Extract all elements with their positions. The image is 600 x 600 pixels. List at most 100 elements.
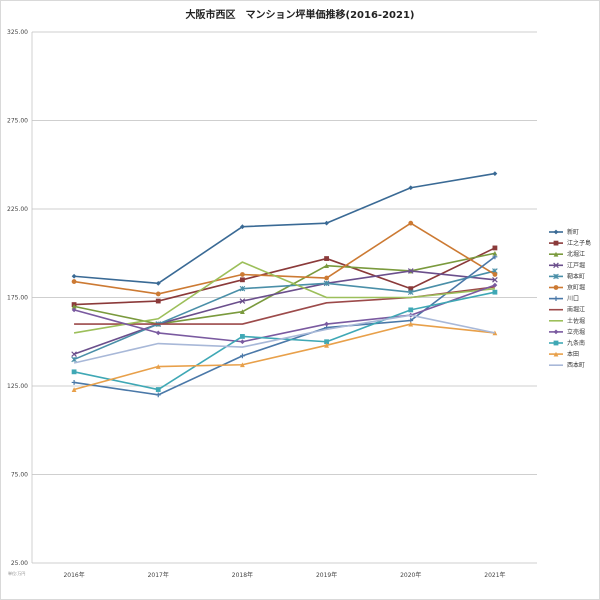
data-point <box>324 256 329 261</box>
data-point <box>553 329 559 335</box>
data-point <box>408 220 414 226</box>
data-point <box>240 272 245 277</box>
data-point <box>239 285 246 292</box>
data-point <box>492 289 498 295</box>
data-point <box>553 351 559 357</box>
legend-item: 新町 <box>549 228 579 236</box>
legend-item: 立売堀 <box>549 328 585 336</box>
series-layer <box>71 171 498 398</box>
data-point <box>553 285 559 290</box>
x-tick-label: 2016年 <box>63 571 84 579</box>
data-point <box>492 254 498 260</box>
data-point <box>240 224 245 230</box>
data-point <box>71 356 77 363</box>
data-point <box>408 321 414 327</box>
data-point <box>408 185 414 191</box>
data-point <box>553 229 559 235</box>
data-point <box>155 387 161 392</box>
legend-item: 江戸堀 <box>549 261 585 269</box>
x-tick-label: 2018年 <box>232 571 253 579</box>
y-tick-label: 125.00 <box>7 383 28 390</box>
data-point <box>407 289 414 295</box>
series-line <box>73 261 496 334</box>
data-point <box>324 263 329 269</box>
legend-label: 北堀江 <box>567 250 585 258</box>
legend-label: 新町 <box>567 228 579 236</box>
data-point <box>324 321 329 327</box>
y-tick-label: 275.00 <box>7 118 28 125</box>
legend-item: 靭本町 <box>549 272 585 280</box>
data-point <box>408 307 414 313</box>
series-13 <box>73 314 496 364</box>
data-point <box>492 171 498 176</box>
data-point <box>155 392 161 398</box>
data-point <box>71 303 77 309</box>
data-point <box>492 245 498 251</box>
x-tick-label: 2017年 <box>148 571 169 579</box>
data-point <box>71 279 77 284</box>
legend-item: 京町堀 <box>549 284 585 292</box>
data-point <box>155 364 161 369</box>
data-point <box>240 339 245 345</box>
y-tick-label: 325.00 <box>7 29 28 36</box>
legend-label: 川口 <box>567 296 579 303</box>
legend-item: 南堀江 <box>549 306 585 314</box>
data-point <box>71 387 77 392</box>
legend-label: 九条南 <box>567 339 585 347</box>
legend-label: 南堀江 <box>567 306 585 314</box>
legend-label: 京町堀 <box>567 284 585 292</box>
data-point <box>553 262 559 269</box>
series-3 <box>71 250 498 327</box>
data-point <box>492 276 498 283</box>
x-tick-label: 2021年 <box>484 571 505 579</box>
data-point <box>553 251 559 257</box>
data-point <box>324 220 329 226</box>
legend-label: 靭本町 <box>567 272 585 280</box>
y-tick-label: 75.00 <box>11 472 28 479</box>
series-line <box>73 291 496 391</box>
data-point <box>71 307 77 313</box>
legend-item: 西本町 <box>549 361 585 369</box>
legend-label: 江之子島 <box>567 239 591 247</box>
series-line <box>73 323 496 391</box>
gridlines <box>32 31 537 564</box>
data-point <box>240 362 245 368</box>
series-line <box>73 270 496 361</box>
legend-item: 土佐堀 <box>549 317 585 325</box>
series-line <box>73 222 496 295</box>
series-line <box>73 314 496 364</box>
data-point <box>240 277 245 283</box>
data-point <box>553 296 559 301</box>
data-point <box>324 339 329 345</box>
legend-label: 土佐堀 <box>567 317 585 325</box>
data-point <box>71 369 77 375</box>
legend-item: 九条南 <box>549 339 585 347</box>
data-point <box>407 268 414 274</box>
legend-label: 本田 <box>567 350 579 358</box>
legend-item: 江之子島 <box>549 239 591 247</box>
y-tick-label: 175.00 <box>7 295 28 302</box>
chart-title: 大阪市西区 マンション坪単価推移(2016-2021) <box>186 8 415 21</box>
data-point <box>155 291 161 297</box>
legend-item: 北堀江 <box>549 250 585 258</box>
series-line <box>73 284 496 343</box>
data-point <box>324 275 329 281</box>
data-point <box>324 342 329 348</box>
data-point <box>553 273 559 280</box>
legend-label: 西本町 <box>567 361 585 369</box>
data-point <box>71 380 77 385</box>
legend-label: 江戸堀 <box>567 261 585 269</box>
data-point <box>553 240 559 246</box>
series-line <box>74 247 496 306</box>
data-point <box>240 334 245 339</box>
axes: 325.00 275.00 225.00 175.00 125.00 75.00 25.00… <box>7 29 506 579</box>
unit-note: 単位:万円 <box>8 570 25 576</box>
data-point <box>492 282 498 288</box>
data-point <box>155 298 161 304</box>
legend-item: 本田 <box>549 350 579 358</box>
series-9 <box>73 261 496 334</box>
x-tick-label: 2019年 <box>316 571 337 579</box>
data-point <box>155 330 161 336</box>
series-5 <box>71 268 498 363</box>
